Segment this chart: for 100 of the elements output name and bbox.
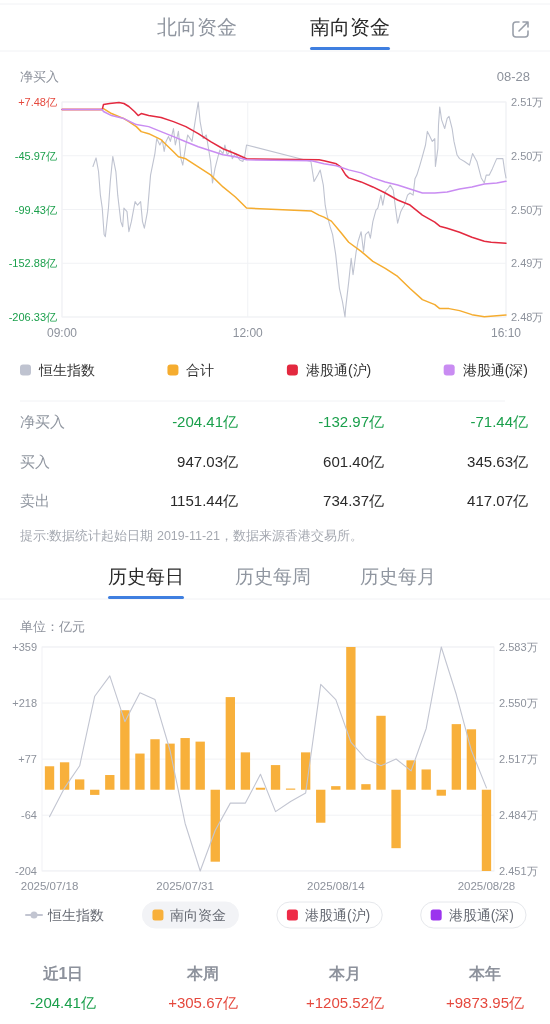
text: 947.03亿 — [177, 452, 238, 470]
y-tick-label: +7.48亿 — [18, 96, 57, 108]
text: 买入 — [20, 452, 50, 470]
bar — [44, 766, 55, 790]
bar — [361, 784, 371, 790]
legend-label: 合计 — [186, 362, 215, 378]
bar — [195, 741, 205, 790]
text: 提示:数据统计起始日期 2019-11-21，数据来源香港交易所。 — [20, 528, 363, 543]
y-tick-label: -64 — [21, 809, 37, 822]
text: -132.97亿 — [318, 412, 384, 430]
x-tick-label: 2025/07/31 — [156, 880, 214, 892]
text: 本月 — [328, 964, 361, 982]
line-series — [48, 646, 488, 872]
legend-label: 恒生指数 — [38, 362, 95, 378]
legend-item: 港股通(沪) — [286, 362, 372, 378]
text: 近1日 — [41, 964, 84, 982]
y-tick-label: +77 — [18, 753, 37, 766]
bar — [331, 786, 341, 790]
bar — [240, 752, 251, 790]
text: 历史每月 — [360, 565, 436, 587]
x-tick-label: 09:00 — [46, 326, 78, 340]
bar — [105, 775, 115, 790]
text: 345.63亿 — [467, 452, 528, 470]
bar — [180, 738, 190, 790]
y2-tick-label: 2.517万 — [499, 753, 538, 765]
bar — [210, 789, 220, 862]
text: 南向资金 — [310, 16, 390, 38]
bar — [481, 789, 492, 871]
legend-label: 港股通(深) — [448, 907, 514, 923]
y2-tick-label: 2.50万 — [511, 203, 544, 216]
bar — [270, 765, 281, 790]
x-tick-label: 16:10 — [490, 326, 522, 340]
y2-tick-label: 2.451万 — [499, 865, 538, 877]
legend-item: 港股通(沪) — [276, 901, 383, 929]
text: 601.40亿 — [323, 452, 384, 470]
chart-title: 净买入 — [20, 68, 59, 84]
bar — [346, 647, 356, 790]
legend-item: 港股通(深) — [443, 362, 528, 378]
bar — [316, 789, 326, 823]
bar — [391, 789, 401, 849]
bar — [225, 697, 235, 790]
y2-tick-label: 2.48万 — [511, 311, 544, 323]
x-tick-label: 2025/08/14 — [307, 880, 366, 892]
bar — [75, 779, 85, 790]
y2-tick-label: 2.550万 — [499, 697, 538, 709]
text: 734.37亿 — [323, 491, 384, 509]
bar — [421, 769, 431, 790]
y-tick-label: +218 — [12, 697, 37, 710]
text: -71.44亿 — [470, 412, 528, 430]
text: 1151.44亿 — [169, 491, 238, 509]
y2-tick-label: 2.49万 — [511, 257, 544, 270]
legend-label: 港股通(沪) — [304, 907, 371, 923]
text: 本年 — [468, 964, 501, 982]
bar — [406, 760, 416, 790]
y-tick-label: +359 — [12, 641, 37, 653]
legend-item: 南向资金 — [141, 901, 239, 929]
bar — [135, 753, 145, 790]
legend-item: 恒生指数 — [25, 907, 104, 923]
y-tick-label: -45.97亿 — [14, 149, 57, 162]
bar — [451, 724, 461, 790]
legend-item: 港股通(深) — [420, 901, 527, 929]
y-tick-label: -99.43亿 — [14, 203, 57, 216]
text: 卖出 — [20, 491, 50, 509]
text: 北向资金 — [157, 16, 237, 38]
text: 本周 — [186, 964, 219, 982]
bar — [376, 715, 386, 790]
text: +1205.52亿 — [306, 993, 384, 1011]
text: +305.67亿 — [168, 993, 238, 1011]
text: 历史每日 — [108, 565, 184, 587]
x-tick-label: 2025/07/18 — [20, 880, 79, 892]
text: 净买入 — [20, 412, 65, 430]
y-tick-label: -152.88亿 — [8, 257, 57, 270]
text: -204.41亿 — [172, 412, 238, 430]
legend-item: 合计 — [167, 362, 215, 378]
text: 历史每周 — [235, 565, 311, 587]
bar — [466, 729, 477, 790]
x-tick-label: 12:00 — [232, 326, 264, 340]
bar — [436, 789, 446, 796]
legend-label: 港股通(深) — [462, 362, 528, 378]
bar — [165, 743, 175, 790]
x-tick-label: 2025/08/28 — [457, 880, 516, 892]
bar — [59, 762, 70, 790]
y2-tick-label: 2.50万 — [511, 149, 544, 162]
y2-tick-label: 2.583万 — [499, 641, 538, 653]
y-tick-label: -204 — [14, 864, 37, 877]
y2-tick-label: 2.51万 — [511, 96, 544, 108]
chart-subtitle: 08-28 — [496, 68, 530, 84]
text: 417.07亿 — [467, 491, 528, 509]
legend-label: 南向资金 — [170, 907, 227, 923]
y-tick-label: -206.33亿 — [8, 311, 57, 323]
line-series — [61, 108, 507, 194]
bar — [150, 739, 160, 790]
y2-tick-label: 2.484万 — [499, 809, 538, 821]
legend-label: 恒生指数 — [47, 907, 104, 923]
bar — [90, 789, 100, 795]
text: +9873.95亿 — [446, 993, 524, 1011]
text: -204.41亿 — [30, 993, 96, 1011]
bar — [120, 710, 130, 790]
legend-label: 港股通(沪) — [305, 362, 372, 378]
y-axis-title: 单位：亿元 — [20, 618, 85, 634]
